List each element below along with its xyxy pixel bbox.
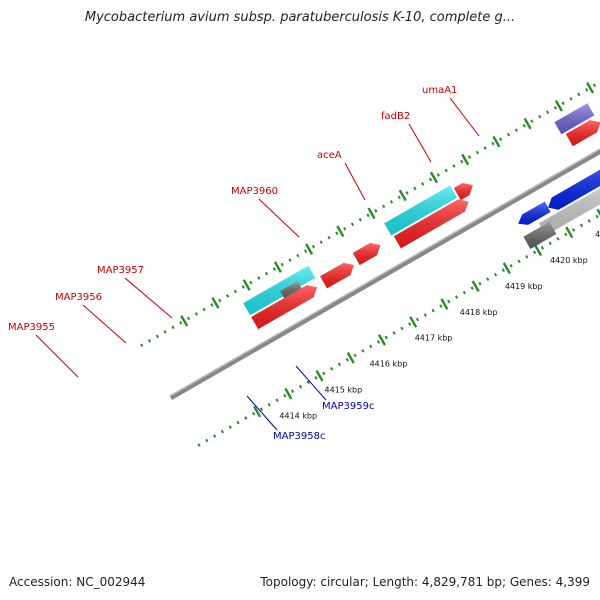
forward-feature-6-shade [393,199,469,249]
forward-feature-9-shade [565,120,600,147]
scale-label: 4415 kbp [325,386,363,395]
scale-label: 4417 kbp [415,334,453,343]
scale-label: 4416 kbp [370,360,408,369]
forward-major-tick [586,82,595,94]
forward-major-tick [273,261,282,273]
reverse-major-tick [346,352,355,364]
reverse-major-tick [253,405,262,418]
forward-feature-0-shade [243,265,316,316]
forward-gene-leader [408,123,432,163]
forward-gene-label: MAP3957 [97,265,144,276]
forward-major-tick [367,207,376,220]
forward-major-tick [211,297,220,309]
forward-major-tick [305,243,314,255]
forward-gene-leader [35,334,79,378]
reverse-major-tick [534,244,543,257]
reverse-feature-3-shade [523,221,557,249]
reverse-major-tick [440,298,449,310]
forward-major-tick [492,135,501,148]
forward-major-tick [336,225,345,238]
forward-feature-2-shade [280,281,302,299]
forward-gene-label: MAP3960 [231,186,278,197]
forward-gene-leader [344,162,366,201]
scale-label: 4420 kbp [550,256,588,265]
map-title: Mycobacterium avium subsp. paratuberculo… [84,10,516,25]
forward-feature-3-shade [320,262,354,289]
forward-feature-4-shade [352,243,381,266]
forward-major-tick [398,189,407,202]
scale-label: 4418 kbp [460,308,498,317]
genome-backbone [169,148,600,400]
forward-major-tick [180,315,189,327]
forward-gene-label: MAP3955 [8,322,55,333]
forward-tick-track [140,80,600,348]
reverse-major-tick [565,226,574,239]
forward-feature-1-shade [251,285,318,330]
forward-major-tick [554,99,563,112]
forward-feature-5-shade [384,185,458,236]
forward-major-tick [523,117,532,130]
forward-feature-7-shade [453,183,473,201]
forward-gene-label: MAP3956 [55,292,102,303]
forward-gene-label: aceA [317,150,342,161]
forward-major-tick [461,153,470,166]
reverse-feature-0-shade [518,201,551,225]
forward-gene-label: umaA1 [422,85,457,96]
reverse-gene-leader [295,365,327,401]
forward-major-tick [242,279,251,291]
scale-label: 4421 kbp [595,230,600,239]
reverse-major-tick [409,316,418,328]
forward-major-tick [429,171,439,184]
reverse-gene-leader [246,395,278,431]
reverse-major-tick [596,208,600,216]
accession-label: Accession: NC_002944 [9,575,146,589]
reverse-gene-label: MAP3959c [322,401,374,412]
reverse-major-tick [377,334,386,346]
genome-backbone-highlight [169,148,600,397]
reverse-major-tick [471,280,480,292]
scale-label: 4414 kbp [279,411,317,420]
reverse-gene-label: MAP3958c [273,431,325,442]
forward-gene-label: fadB2 [381,111,410,122]
reverse-major-tick [284,387,293,400]
reverse-feature-1-shade [548,169,600,210]
reverse-feature-2-shade [538,188,600,236]
scale-label: 4419 kbp [505,282,543,291]
forward-gene-leader [258,198,300,238]
genome-summary-label: Topology: circular; Length: 4,829,781 bp… [260,575,590,589]
forward-gene-leader [449,97,480,137]
forward-gene-leader [82,304,127,344]
forward-feature-8-shade [554,103,595,135]
reverse-major-tick [315,369,324,382]
forward-gene-leader [124,277,173,319]
reverse-major-tick [502,262,511,275]
